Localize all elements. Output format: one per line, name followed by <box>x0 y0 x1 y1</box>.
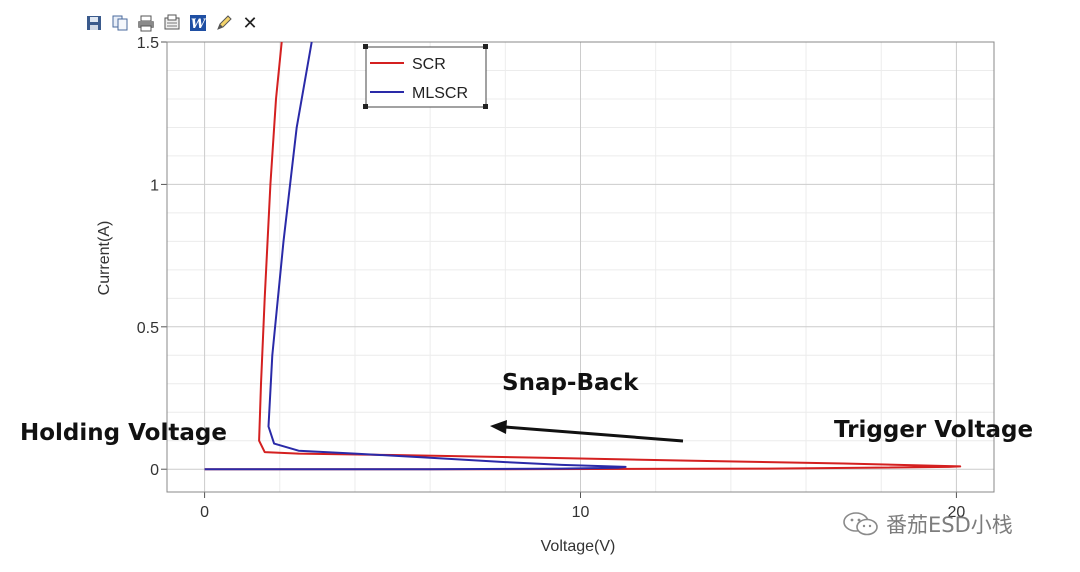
snap-back-arrow <box>490 420 684 443</box>
svg-text:W: W <box>191 17 207 32</box>
y-tick-label: 1.5 <box>137 35 159 52</box>
legend-label-mlscr: MLSCR <box>412 85 468 102</box>
x-axis-label: Voltage(V) <box>541 538 616 555</box>
y-tick-label: 0.5 <box>137 320 159 337</box>
annotation-trigger-voltage: Trigger Voltage <box>834 417 1033 443</box>
export-icon[interactable] <box>162 13 182 33</box>
x-tick-label: 0 <box>200 504 209 521</box>
word-icon[interactable]: W <box>188 13 208 33</box>
legend-label-scr: SCR <box>412 56 446 73</box>
legend[interactable]: SCR MLSCR <box>363 44 488 109</box>
x-tick-label: 20 <box>948 504 966 521</box>
save-icon[interactable] <box>84 13 104 33</box>
axes: 0 10 20 0 0.5 1 1.5 <box>137 35 995 521</box>
plot-frame <box>166 41 995 493</box>
annotation-holding-voltage: Holding Voltage <box>20 420 227 446</box>
series-layer <box>204 41 962 471</box>
watermark: 番茄ESD小栈 <box>842 510 1013 538</box>
edit-icon[interactable] <box>214 13 234 33</box>
x-tick-label: 10 <box>572 504 590 521</box>
series-line-mlscr <box>204 41 627 471</box>
y-axis-label: Current(A) <box>96 221 113 296</box>
copy-icon[interactable] <box>110 13 130 33</box>
grid <box>167 41 994 492</box>
print-icon[interactable] <box>136 13 156 33</box>
annotation-snap-back: Snap-Back <box>502 370 639 396</box>
wechat-icon <box>843 512 878 536</box>
close-icon[interactable]: ✕ <box>242 12 258 33</box>
chart-toolbar: W ✕ <box>84 10 260 36</box>
y-tick-label: 0 <box>150 462 159 479</box>
watermark-text: 番茄ESD小栈 <box>886 513 1013 537</box>
y-tick-label: 1 <box>150 177 159 194</box>
